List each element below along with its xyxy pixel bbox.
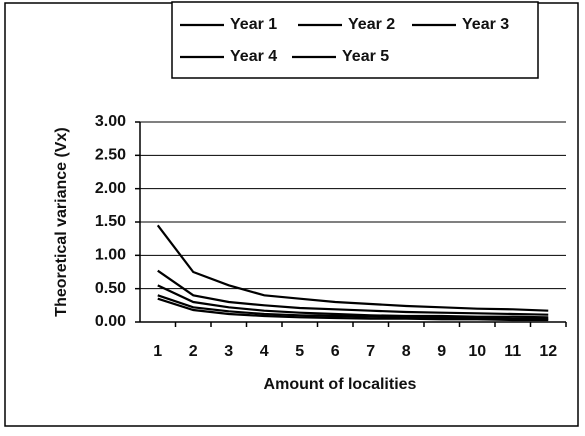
y-tick-label: 0.50 bbox=[95, 280, 126, 297]
legend-box bbox=[171, 1, 539, 79]
y-tick-label: 2.50 bbox=[95, 147, 126, 164]
series-line bbox=[157, 284, 549, 319]
x-tick-label: 4 bbox=[260, 343, 269, 360]
y-tick-label: 1.50 bbox=[95, 213, 126, 230]
x-tick-label: 11 bbox=[504, 343, 521, 360]
legend-label: Year 1 bbox=[230, 16, 277, 33]
series-line bbox=[157, 294, 549, 320]
x-tick-label: 5 bbox=[295, 343, 304, 360]
y-tick-label: 1.00 bbox=[95, 247, 126, 264]
x-axis-label: Amount of localities bbox=[264, 376, 417, 393]
legend-label: Year 2 bbox=[348, 16, 395, 33]
series-line bbox=[157, 269, 549, 316]
legend-label: Year 3 bbox=[462, 16, 509, 33]
x-tick-label: 9 bbox=[437, 343, 446, 360]
x-tick-label: 1 bbox=[153, 343, 162, 360]
x-tick-label: 2 bbox=[189, 343, 198, 360]
y-tick-label: 0.00 bbox=[95, 313, 126, 330]
y-axis-label: Theoretical variance (Vx) bbox=[53, 127, 70, 316]
y-tick-label: 2.00 bbox=[95, 180, 126, 197]
x-tick-label: 10 bbox=[468, 343, 486, 360]
x-tick-label: 6 bbox=[331, 343, 340, 360]
x-tick-label: 3 bbox=[224, 343, 233, 360]
x-tick-label: 7 bbox=[366, 343, 375, 360]
legend-label: Year 5 bbox=[342, 48, 389, 65]
x-tick-label: 12 bbox=[539, 343, 557, 360]
x-tick-label: 8 bbox=[402, 343, 411, 360]
legend-label: Year 4 bbox=[230, 48, 277, 65]
series-line bbox=[156, 224, 549, 312]
y-tick-label: 3.00 bbox=[95, 113, 126, 130]
series-line bbox=[157, 297, 549, 322]
